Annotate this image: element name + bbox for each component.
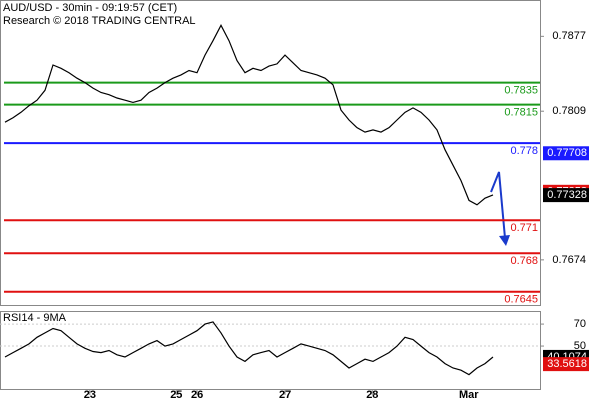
- level-label: 0.7815: [504, 107, 538, 119]
- price-tag-label: 33.5618: [547, 358, 587, 370]
- level-label: 0.7835: [504, 84, 538, 96]
- x-tick-label: 23: [84, 389, 96, 400]
- price-tag: [543, 188, 589, 203]
- chart-subtitle: Research © 2018 TRADING CENTRAL: [3, 15, 196, 27]
- y-tick-label: 50: [574, 340, 586, 352]
- forecast-arrow: [490, 171, 506, 239]
- x-tick-label: 27: [279, 389, 291, 400]
- y-tick-label: 0.7674: [552, 254, 586, 266]
- level-label: 0.768: [510, 255, 538, 267]
- x-tick-label: Mar: [459, 389, 479, 400]
- rsi-title: RSI14 - 9MA: [3, 312, 67, 324]
- price-panel: [0, 0, 541, 306]
- x-tick-label: 28: [366, 389, 378, 400]
- y-tick-label: 0.7809: [552, 105, 586, 117]
- price-line: [4, 321, 494, 376]
- y-tick-label: 70: [574, 318, 586, 330]
- price-tag: [543, 357, 589, 372]
- y-tick-label: 0.7877: [552, 30, 586, 42]
- level-label: 0.778: [510, 145, 538, 157]
- price-line: [4, 23, 494, 206]
- price-tag-label: 0.77708: [547, 147, 587, 159]
- x-tick-label: 26: [191, 389, 203, 400]
- price-tag: [543, 146, 589, 161]
- arrow-head: [499, 235, 510, 246]
- level-label: 0.7645: [504, 294, 538, 306]
- rsi-panel: [0, 311, 541, 390]
- price-tag-label: 0.77328: [547, 189, 587, 201]
- chart-title: AUD/USD - 30min - 09:19:57 (CET): [3, 2, 177, 14]
- level-label: 0.771: [510, 222, 538, 234]
- x-tick-label: 25: [170, 389, 182, 400]
